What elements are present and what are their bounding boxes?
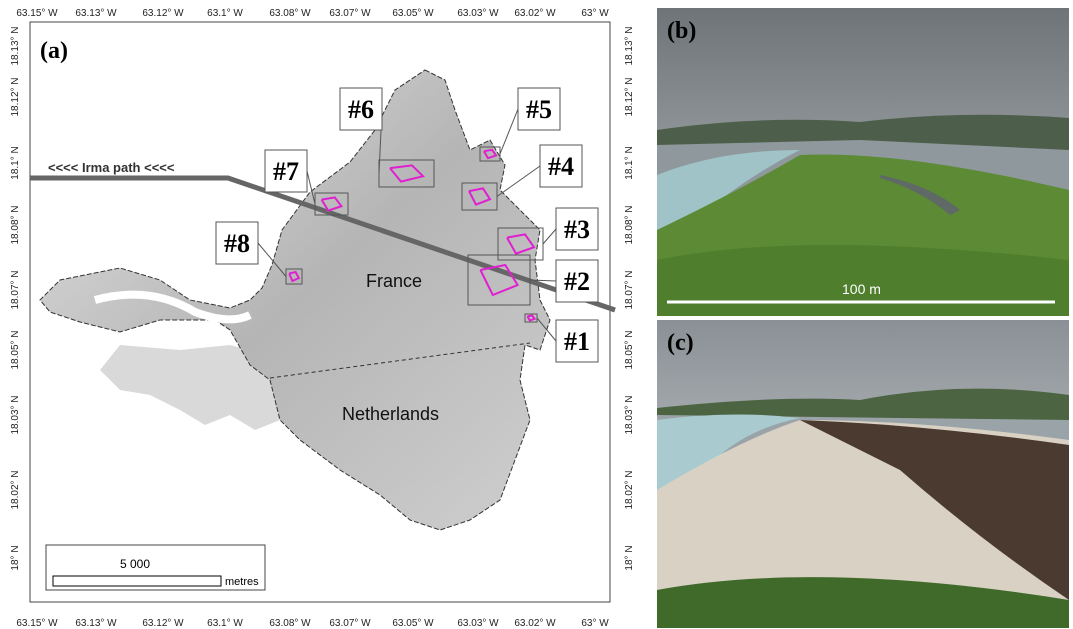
lat-label: 18.13° N bbox=[624, 26, 635, 65]
site-label-box bbox=[539, 144, 583, 188]
lat-label: 18.1° N bbox=[10, 146, 21, 179]
lon-label: 63.15° W bbox=[16, 618, 58, 629]
lat-label: 18° N bbox=[10, 545, 21, 570]
lat-label: 18.03° N bbox=[624, 395, 635, 434]
leader bbox=[496, 165, 541, 197]
lat-label: 18° N bbox=[624, 545, 635, 570]
panel-label: (b) bbox=[667, 18, 696, 44]
border bbox=[269, 342, 531, 379]
panel-label: (a) bbox=[40, 38, 68, 64]
leader bbox=[529, 279, 557, 282]
lon-label: 63.03° W bbox=[457, 8, 499, 19]
lat-label: 18.05° N bbox=[624, 330, 635, 369]
leader bbox=[542, 228, 557, 245]
lat-label: 18.12° N bbox=[10, 77, 21, 116]
site-outline bbox=[506, 233, 536, 255]
lon-label: 63.1° W bbox=[207, 8, 243, 19]
lon-label: 63.13° W bbox=[75, 8, 117, 19]
island bbox=[39, 69, 551, 531]
lon-label: 63.08° W bbox=[269, 8, 311, 19]
site-label: #2 bbox=[564, 267, 590, 296]
site-label-box bbox=[517, 87, 561, 131]
lat-label: 18.03° N bbox=[10, 395, 21, 434]
site-label: #5 bbox=[526, 95, 552, 124]
scale-unit: metres bbox=[225, 576, 259, 588]
irma-label: <<<< Irma path <<<< bbox=[48, 160, 175, 175]
lat-label: 18.1° N bbox=[624, 146, 635, 179]
site-outline bbox=[389, 164, 425, 183]
site-outline bbox=[320, 196, 344, 212]
site-outline bbox=[483, 148, 498, 160]
photo-c bbox=[657, 320, 1069, 628]
site-outline bbox=[288, 270, 301, 283]
lon-label: 63.03° W bbox=[457, 618, 499, 629]
site-label-box bbox=[215, 221, 259, 265]
lon-label: 63.12° W bbox=[142, 618, 184, 629]
lon-label: 63.02° W bbox=[514, 8, 556, 19]
leader bbox=[306, 170, 316, 205]
lon-label: 63° W bbox=[581, 618, 609, 629]
lat-label: 18.07° N bbox=[10, 270, 21, 309]
site-outline bbox=[468, 187, 492, 206]
site-label-box bbox=[555, 259, 599, 303]
site-label: #7 bbox=[273, 157, 299, 186]
lon-label: 63.07° W bbox=[329, 618, 371, 629]
lat-label: 18.05° N bbox=[10, 330, 21, 369]
leader bbox=[499, 108, 519, 155]
sites: #1 #2 #3 #4 #5 #6 #7 #8 bbox=[215, 87, 599, 363]
lat-label: 18.08° N bbox=[10, 205, 21, 244]
site-label-box bbox=[264, 149, 308, 193]
photo-b bbox=[657, 8, 1069, 316]
site-label: #1 bbox=[564, 327, 590, 356]
lon-label: 63.12° W bbox=[142, 8, 184, 19]
lon-label: 63.07° W bbox=[329, 8, 371, 19]
lat-label: 18.02° N bbox=[10, 470, 21, 509]
lon-label: 63.15° W bbox=[16, 8, 58, 19]
lon-label: 63.05° W bbox=[392, 8, 434, 19]
site-label: #6 bbox=[348, 95, 374, 124]
lat-label: 18.08° N bbox=[624, 205, 635, 244]
lat-label: 18.02° N bbox=[624, 470, 635, 509]
panel-label: (c) bbox=[667, 330, 694, 356]
photo-scale: 100 m bbox=[842, 281, 881, 297]
leader bbox=[257, 242, 287, 277]
site-label: #8 bbox=[224, 229, 250, 258]
site-label-box bbox=[339, 87, 383, 131]
lon-label: 63.02° W bbox=[514, 618, 556, 629]
scale-bar bbox=[52, 575, 222, 587]
site-label: #4 bbox=[548, 152, 574, 181]
irma-track bbox=[30, 175, 616, 313]
site-outline bbox=[479, 263, 520, 297]
lowland bbox=[100, 345, 280, 430]
lon-label: 63.1° W bbox=[207, 618, 243, 629]
site-label-box bbox=[555, 319, 599, 363]
region-label: Netherlands bbox=[342, 404, 439, 424]
region-label: France bbox=[366, 271, 422, 291]
leader bbox=[536, 317, 557, 342]
lagoon bbox=[93, 290, 252, 324]
lat-label: 18.07° N bbox=[624, 270, 635, 309]
lat-label: 18.12° N bbox=[624, 77, 635, 116]
site-label: #3 bbox=[564, 215, 590, 244]
site-outline bbox=[526, 314, 537, 322]
lat-label: 18.13° N bbox=[10, 26, 21, 65]
lon-label: 63° W bbox=[581, 8, 609, 19]
lon-label: 63.13° W bbox=[75, 618, 117, 629]
site-label-box bbox=[555, 207, 599, 251]
scale-length: 5 000 bbox=[120, 557, 150, 571]
lon-label: 63.08° W bbox=[269, 618, 311, 629]
lon-label: 63.05° W bbox=[392, 618, 434, 629]
